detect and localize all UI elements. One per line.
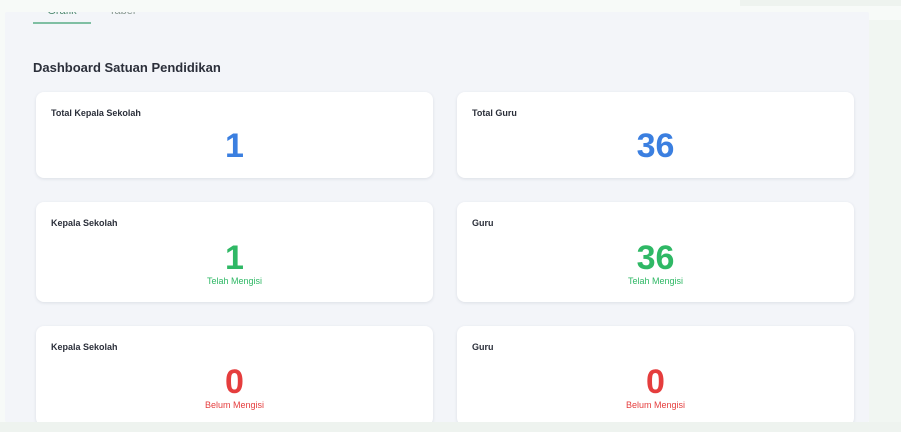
card-kepala-sekolah-telah-mengisi: Kepala Sekolah 1 Telah Mengisi — [36, 202, 433, 302]
backdrop-top-bar — [740, 0, 901, 6]
card-status: Telah Mengisi — [627, 276, 684, 286]
card-status: Belum Mengisi — [204, 400, 265, 410]
card-label: Kepala Sekolah — [51, 218, 118, 228]
view-tabs: Grafik Tabel — [33, 12, 139, 26]
card-label: Total Kepala Sekolah — [51, 108, 141, 118]
backdrop-right-panel — [869, 20, 901, 425]
card-label: Total Guru — [472, 108, 517, 118]
card-status: Telah Mengisi — [206, 276, 263, 286]
dashboard-panel: Grafik Tabel Dashboard Satuan Pendidikan… — [5, 12, 869, 422]
card-guru-belum-mengisi: Guru 0 Belum Mengisi — [457, 326, 854, 422]
card-total-guru: Total Guru 36 — [457, 92, 854, 178]
card-label: Kepala Sekolah — [51, 342, 118, 352]
card-kepala-sekolah-belum-mengisi: Kepala Sekolah 0 Belum Mengisi — [36, 326, 433, 422]
card-value: 1 — [225, 127, 244, 165]
card-status: Belum Mengisi — [625, 400, 686, 410]
card-guru-telah-mengisi: Guru 36 Telah Mengisi — [457, 202, 854, 302]
tab-tabel[interactable]: Tabel — [105, 12, 139, 24]
card-value: 0 — [225, 363, 244, 401]
card-label: Guru — [472, 342, 494, 352]
backdrop-bottom-bar — [0, 422, 901, 432]
tab-grafik[interactable]: Grafik — [33, 12, 91, 24]
card-value: 36 — [636, 127, 675, 165]
page-title: Dashboard Satuan Pendidikan — [33, 60, 221, 75]
card-value: 36 — [636, 239, 675, 277]
card-value: 0 — [646, 363, 665, 401]
card-value: 1 — [225, 239, 244, 277]
card-label: Guru — [472, 218, 494, 228]
card-total-kepala-sekolah: Total Kepala Sekolah 1 — [36, 92, 433, 178]
